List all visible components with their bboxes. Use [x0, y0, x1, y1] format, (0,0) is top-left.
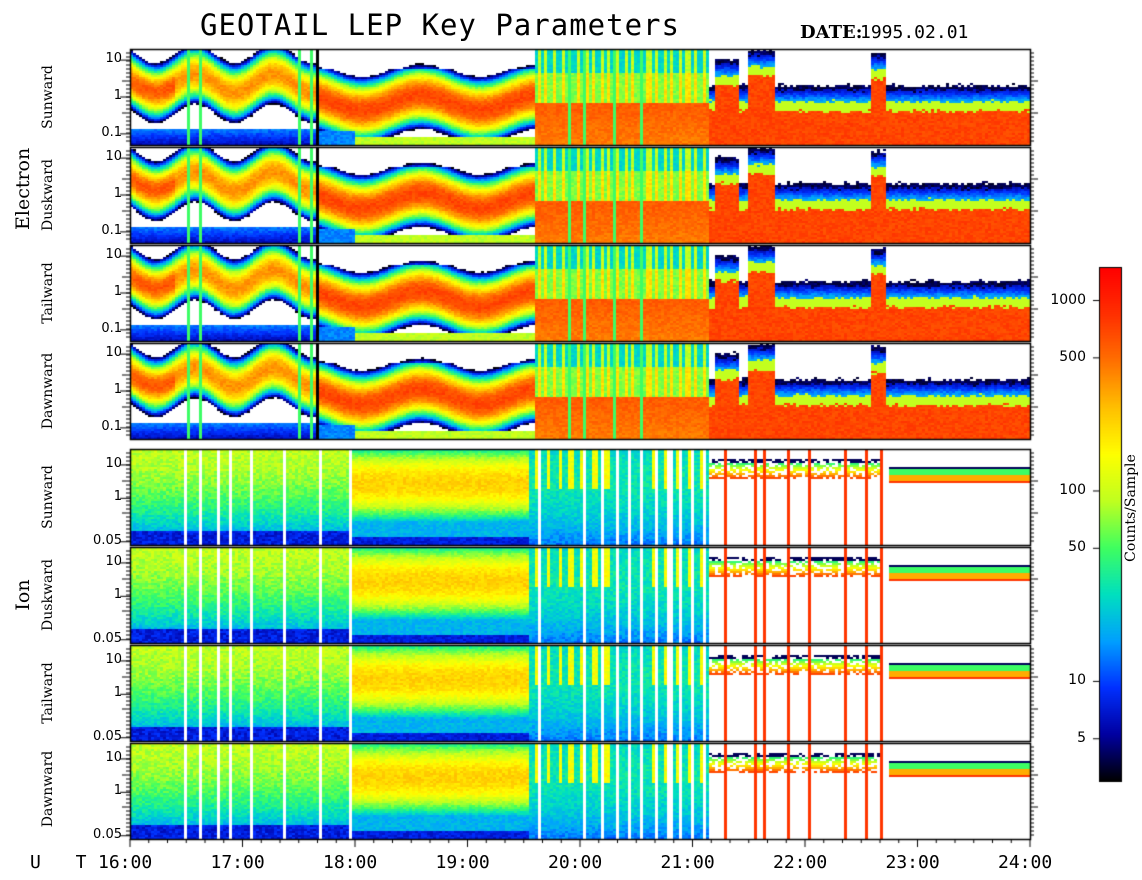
panel-label-ion-tailward: Tailward: [40, 662, 56, 724]
y-tick-electron-1-2: 0.1: [101, 222, 122, 238]
y-tick-electron-0-2: 0.1: [101, 124, 122, 140]
panel-label-electron-tailward: Tailward: [40, 262, 56, 324]
y-tick-ion-0-2: 0.05: [93, 532, 122, 548]
y-tick-electron-2-2: 0.1: [101, 320, 122, 336]
y-tick-ion-2-0: 10: [105, 651, 122, 667]
x-tick-4: 20:00: [548, 852, 603, 873]
panel-label-ion-dawnward: Dawnward: [40, 750, 56, 828]
y-tick-ion-0-0: 10: [105, 455, 122, 471]
y-tick-ion-3-2: 0.05: [93, 826, 122, 842]
panel-label-ion-sunward: Sunward: [40, 465, 56, 529]
x-tick-2: 18:00: [323, 852, 378, 873]
group-label-ion: Ion: [12, 579, 34, 611]
y-tick-ion-0-1: 1: [113, 489, 122, 505]
x-tick-0: 16:00: [98, 852, 153, 873]
panel-label-electron-sunward: Sunward: [40, 65, 56, 129]
y-tick-electron-2-1: 1: [113, 284, 122, 299]
date-label: DATE:: [800, 22, 863, 43]
y-tick-electron-1-1: 1: [113, 186, 122, 201]
panel-label-electron-dawnward: Dawnward: [40, 352, 56, 430]
y-tick-ion-3-0: 10: [105, 749, 122, 765]
x-tick-1: 17:00: [210, 852, 265, 873]
colorbar-tick-4: 10: [1068, 672, 1086, 689]
y-tick-ion-3-1: 1: [113, 783, 122, 799]
colorbar-tick-2: 100: [1059, 481, 1086, 498]
x-tick-3: 19:00: [435, 852, 490, 873]
date-value: 1995.02.01: [860, 22, 969, 43]
chart-title: GEOTAIL LEP Key Parameters: [200, 8, 680, 42]
x-tick-7: 23:00: [885, 852, 940, 873]
colorbar-label: Counts/Sample: [1123, 454, 1139, 562]
x-axis-label: U T: [30, 852, 99, 873]
panel-label-electron-duskward: Duskward: [40, 159, 56, 231]
y-tick-electron-3-0: 10: [105, 345, 122, 361]
x-tick-8: 24:00: [998, 852, 1053, 873]
y-tick-electron-3-2: 0.1: [101, 418, 122, 434]
y-tick-electron-1-0: 10: [105, 149, 122, 165]
x-tick-6: 22:00: [773, 852, 828, 873]
colorbar-tick-0: 1000: [1050, 291, 1086, 308]
y-tick-electron-2-0: 10: [105, 247, 122, 263]
group-label-electron: Electron: [12, 147, 34, 230]
y-tick-ion-1-2: 0.05: [93, 630, 122, 646]
colorbar-tick-1: 500: [1059, 348, 1086, 365]
y-tick-ion-1-1: 1: [113, 587, 122, 603]
x-tick-5: 21:00: [660, 852, 715, 873]
y-tick-electron-0-1: 1: [113, 88, 122, 103]
y-tick-ion-1-0: 10: [105, 553, 122, 569]
y-tick-electron-3-1: 1: [113, 382, 122, 397]
y-tick-ion-2-1: 1: [113, 685, 122, 701]
y-tick-electron-0-0: 10: [105, 51, 122, 67]
panel-label-ion-duskward: Duskward: [40, 559, 56, 631]
y-tick-ion-2-2: 0.05: [93, 728, 122, 744]
colorbar-tick-3: 50: [1068, 539, 1086, 556]
colorbar-tick-5: 5: [1077, 729, 1086, 746]
